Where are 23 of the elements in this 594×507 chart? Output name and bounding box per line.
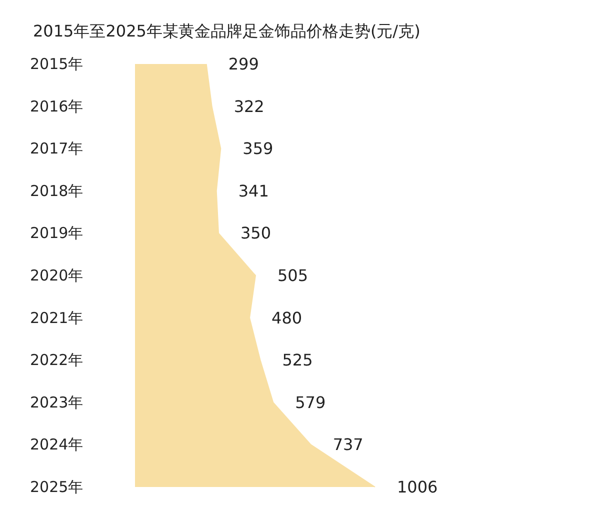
data-label: 359: [242, 139, 274, 158]
y-tick-label: 2024年: [30, 436, 84, 454]
y-tick-label: 2017年: [30, 140, 84, 158]
y-tick-label: 2018年: [30, 182, 84, 200]
y-tick-label: 2022年: [30, 351, 84, 370]
y-tick-label: 2021年: [30, 308, 84, 327]
data-label: 299: [228, 54, 259, 74]
data-label: 350: [240, 224, 272, 243]
data-label: 1006: [397, 478, 438, 496]
data-label: 525: [282, 350, 313, 370]
y-tick-label: 2019年: [30, 224, 84, 242]
data-label: 579: [295, 392, 326, 412]
y-tick-label: 2023年: [30, 393, 84, 412]
y-tick-label: 2020年: [30, 266, 84, 284]
y-tick-label: 2015年: [30, 55, 84, 73]
data-label: 737: [332, 435, 364, 454]
y-tick-label: 2016年: [30, 97, 84, 116]
y-tick-label: 2025年: [30, 478, 84, 496]
data-label: 341: [238, 181, 269, 200]
data-label: 505: [277, 266, 308, 285]
data-label: 480: [272, 308, 302, 328]
data-label: 322: [234, 96, 264, 116]
chart-title: 2015年至2025年某黄金品牌足金饰品价格走势(元/克): [33, 22, 420, 40]
